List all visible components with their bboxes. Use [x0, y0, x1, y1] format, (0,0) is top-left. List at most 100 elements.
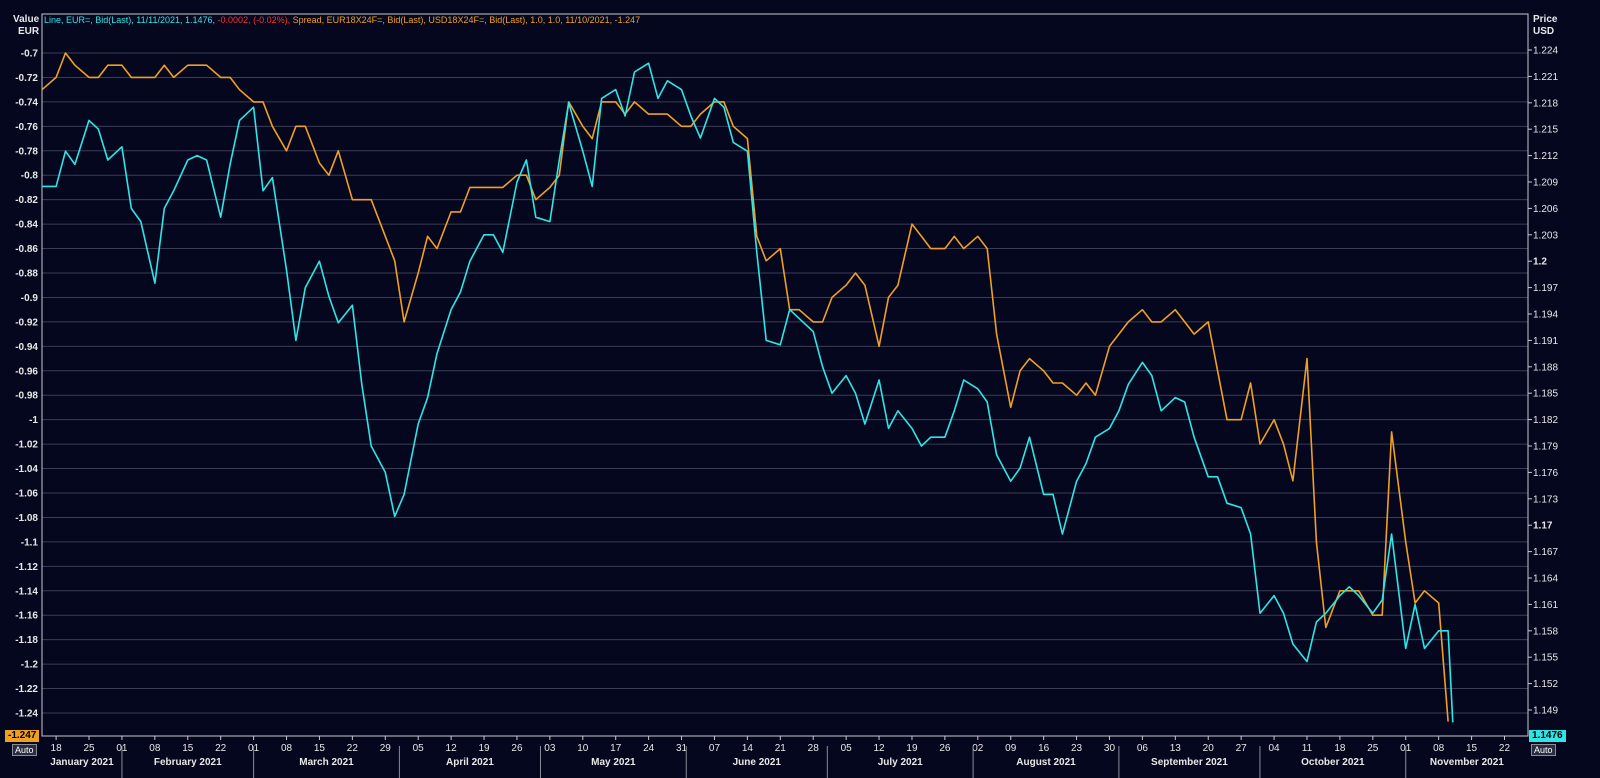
x-tick-label: 23 [1071, 743, 1083, 754]
x-tick-label: 20 [1203, 743, 1215, 754]
left-tick-label: -1.24 [15, 709, 38, 720]
right-tick-label: 1.221 [1533, 72, 1558, 83]
x-tick-label: 25 [1367, 743, 1379, 754]
left-tick-label: -0.74 [15, 97, 38, 108]
left-axis-title: Value EUR [13, 14, 39, 38]
left-tick-label: -0.96 [15, 366, 38, 377]
left-tick-label: -0.9 [21, 293, 39, 304]
right-tick-label: 1.209 [1533, 178, 1558, 189]
month-label: September 2021 [1151, 757, 1228, 768]
x-tick-label: 11 [1302, 743, 1313, 754]
x-tick-label: 18 [1334, 743, 1346, 754]
x-tick-label: 14 [742, 743, 754, 754]
x-tick-label: 15 [314, 743, 326, 754]
x-tick-label: 13 [1170, 743, 1182, 754]
left-tick-label: -1.14 [15, 586, 38, 597]
month-label: May 2021 [591, 757, 636, 768]
right-tick-label: 1.179 [1533, 442, 1558, 453]
left-tick-label: -1.1 [21, 537, 39, 548]
left-tick-label: -0.84 [15, 220, 38, 231]
right-tick-label: 1.173 [1533, 494, 1558, 505]
left-tick-label: -0.72 [15, 73, 38, 84]
right-tick-label: 1.167 [1533, 547, 1558, 558]
right-tick-label: 1.203 [1533, 230, 1558, 241]
right-tick-label: 1.197 [1533, 283, 1558, 294]
x-tick-label: 08 [1433, 743, 1445, 754]
left-tick-label: -0.92 [15, 317, 38, 328]
x-tick-label: 22 [347, 743, 359, 754]
left-tick-label: -0.86 [15, 244, 38, 255]
left-tick-label: -1.06 [15, 489, 38, 500]
right-tick-label: 1.206 [1533, 204, 1558, 215]
month-label: February 2021 [154, 757, 222, 768]
month-label: July 2021 [878, 757, 923, 768]
x-tick-label: 09 [1005, 743, 1017, 754]
x-tick-label: 16 [1038, 743, 1050, 754]
left-tick-label: -0.76 [15, 122, 38, 133]
month-label: January 2021 [50, 757, 114, 768]
month-label: April 2021 [446, 757, 494, 768]
x-tick-label: 12 [873, 743, 885, 754]
x-axis: 18 25 01 08 15 22 01 08 15 22 29 05 12 19 26 03 10 17 24 31… [50, 736, 1510, 778]
month-label: June 2021 [733, 757, 782, 768]
left-tick-label: -1.04 [15, 464, 38, 475]
series-line-eur [42, 62, 1454, 723]
right-tick-label: 1.149 [1533, 706, 1558, 717]
plot-frame [41, 13, 1529, 737]
x-tick-label: 30 [1104, 743, 1116, 754]
x-tick-label: 28 [808, 743, 820, 754]
x-tick-label: 26 [511, 743, 523, 754]
left-tick-label: -1.08 [15, 513, 38, 524]
legend-line-change: -0.0002, (-0.02%), [217, 15, 291, 25]
right-tick-label: 1.155 [1533, 653, 1558, 664]
left-tick-label: -0.98 [15, 391, 38, 402]
series-line-spread [41, 52, 1449, 722]
right-axis-title-line1: Price [1533, 14, 1558, 25]
x-tick-label: 15 [1466, 743, 1478, 754]
right-tick-label: 1.176 [1533, 468, 1558, 479]
right-tick-label: 1.191 [1533, 336, 1558, 347]
x-tick-label: 22 [215, 743, 227, 754]
left-tick-label: -0.82 [15, 195, 38, 206]
right-axis: 1.224 1.221 1.218 1.215 1.212 1.209 1.206 1.203… [1528, 46, 1558, 717]
left-axis: -0.7 -0.72 -0.74 -0.76 -0.78 -0.8 -0.82 -0.84 -0… [15, 49, 38, 720]
x-tick-label: 19 [906, 743, 918, 754]
left-tick-label: -1.12 [15, 562, 38, 573]
left-tick-label: -1.22 [15, 684, 38, 695]
legend-line-label: Line, EUR=, Bid(Last), 11/11/2021, 1.147… [44, 15, 216, 25]
x-tick-label: 04 [1269, 743, 1281, 754]
series-layer [41, 52, 1454, 723]
x-tick-label: 22 [1499, 743, 1511, 754]
right-auto-scale-button[interactable]: Auto [1531, 744, 1556, 756]
x-tick-label: 18 [51, 743, 63, 754]
left-tick-label: -0.78 [15, 146, 38, 157]
right-tick-label: 1.218 [1533, 98, 1558, 109]
left-tick-label: -0.8 [21, 171, 39, 182]
right-tick-label: 1.164 [1533, 574, 1558, 585]
chart-grid [42, 52, 1528, 714]
x-tick-label: 21 [775, 743, 787, 754]
x-tick-label: 02 [972, 743, 984, 754]
month-label: October 2021 [1301, 757, 1365, 768]
x-tick-label: 07 [709, 743, 721, 754]
x-tick-label: 19 [478, 743, 490, 754]
right-tick-label: 1.152 [1533, 679, 1558, 690]
x-tick-label: 06 [1137, 743, 1149, 754]
right-tick-label: 1.194 [1533, 310, 1558, 321]
left-axis-title-line1: Value [13, 14, 40, 25]
month-label: November 2021 [1430, 757, 1504, 768]
x-tick-label: 08 [149, 743, 161, 754]
right-tick-label: 1.161 [1533, 600, 1558, 611]
left-auto-scale-button[interactable]: Auto [12, 744, 37, 756]
x-tick-label: 05 [413, 743, 425, 754]
right-tick-label: 1.158 [1533, 626, 1558, 637]
left-tick-label: -0.7 [21, 49, 39, 60]
left-tick-label: -1.2 [21, 660, 39, 671]
x-tick-label: 24 [643, 743, 655, 754]
chart-legend: Line, EUR=, Bid(Last), 11/11/2021, 1.147… [44, 15, 640, 25]
right-tick-label: 1.17 [1533, 521, 1553, 532]
left-tick-label: -1.02 [15, 440, 38, 451]
x-tick-label: 08 [281, 743, 293, 754]
